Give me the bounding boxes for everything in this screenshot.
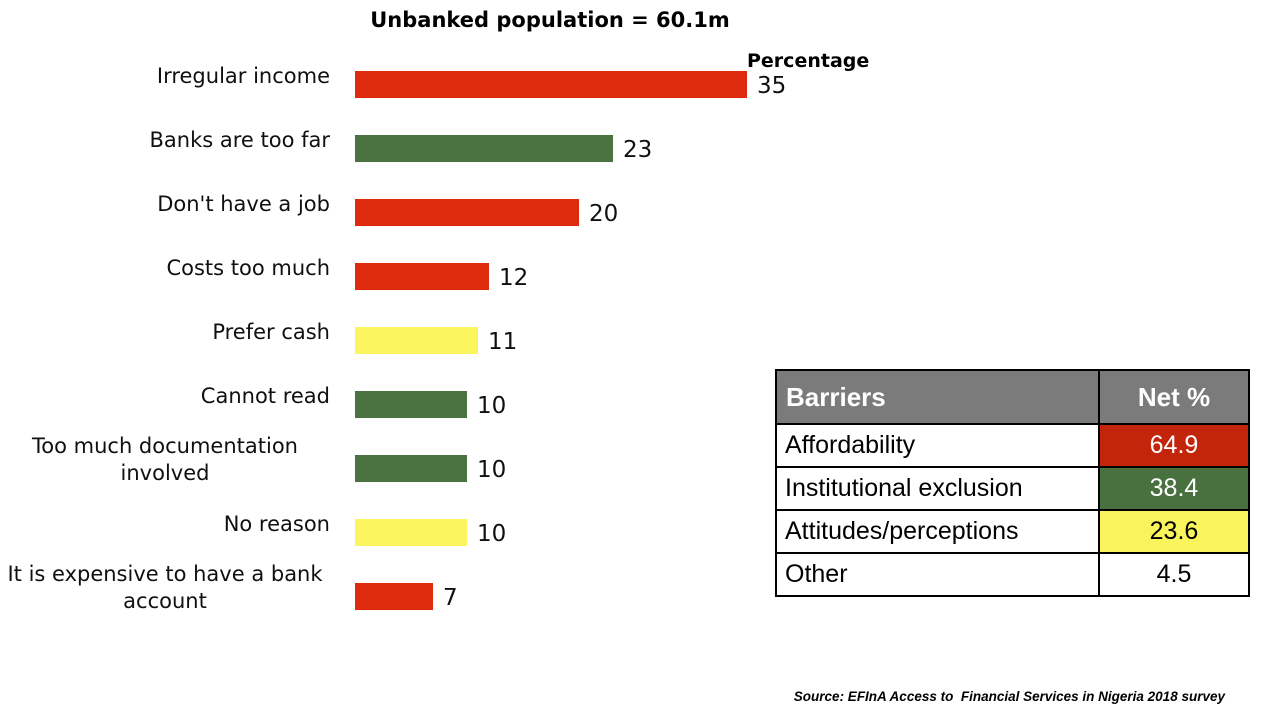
value-label: 23 [623, 137, 653, 163]
category-label: Prefer cash [212, 319, 330, 344]
bar-row: Irregular income 35 [0, 52, 800, 116]
value-label: 10 [477, 393, 507, 419]
bar-row: Don't have a job 20 [0, 180, 800, 244]
value-label: 10 [477, 457, 507, 483]
table-row: Attitudes/perceptions 23.6 [775, 509, 1250, 554]
category-label: Irregular income [156, 63, 330, 88]
barrier-label-cell: Institutional exclusion [775, 466, 1100, 511]
table-row: Affordability 64.9 [775, 423, 1250, 468]
bar [355, 134, 613, 162]
net-percent-cell: 38.4 [1098, 466, 1250, 511]
bar-row: Prefer cash 11 [0, 308, 800, 372]
bar [355, 70, 747, 98]
category-label: It is expensive to have a bank account [7, 562, 323, 613]
barrier-label-cell: Affordability [775, 423, 1100, 468]
barrier-label-cell: Attitudes/perceptions [775, 509, 1100, 554]
bar [355, 518, 467, 546]
bar [355, 390, 467, 418]
value-label: 12 [499, 265, 529, 291]
bar-row: It is expensive to have a bank account 7 [0, 562, 800, 628]
category-label: Banks are too far [149, 127, 331, 152]
bar [355, 198, 579, 226]
chart-title: Unbanked population = 60.1m [370, 8, 730, 32]
category-label: Cannot read [200, 383, 330, 408]
value-label: 11 [488, 329, 518, 355]
bar [355, 262, 489, 290]
value-label: 35 [757, 73, 787, 99]
bar-row: No reason 10 [0, 500, 800, 564]
source-citation: Source: EFInA Access to Financial Servic… [793, 689, 1225, 704]
value-label: 7 [443, 585, 458, 611]
table-header-barriers: Barriers [775, 369, 1100, 425]
category-label: No reason [223, 511, 330, 536]
table-row: Other 4.5 [775, 552, 1250, 597]
category-label: Don't have a job [157, 191, 330, 216]
bar-row: Costs too much 12 [0, 244, 800, 308]
net-percent-cell: 64.9 [1098, 423, 1250, 468]
category-label: Costs too much [166, 255, 330, 280]
net-percent-cell: 4.5 [1098, 552, 1250, 597]
bar [355, 454, 467, 482]
value-label: 10 [477, 521, 507, 547]
bar-chart: Irregular income 35 Banks are too far 23 Don… [0, 52, 800, 628]
bar-row: Cannot read 10 [0, 372, 800, 436]
percentage-axis-label: Percentage [747, 50, 870, 72]
net-percent-cell: 23.6 [1098, 509, 1250, 554]
table-header-row: Barriers Net % [775, 369, 1250, 425]
value-label: 20 [589, 201, 619, 227]
category-label: Too much documentation involved [32, 434, 298, 485]
barrier-label-cell: Other [775, 552, 1100, 597]
table-header-net-percent: Net % [1098, 369, 1250, 425]
table-row: Institutional exclusion 38.4 [775, 466, 1250, 511]
bar-row: Banks are too far 23 [0, 116, 800, 180]
bar-row: Too much documentation involved 10 [0, 434, 800, 500]
bar [355, 326, 478, 354]
barriers-table: Barriers Net % Affordability 64.9 Institut… [775, 369, 1250, 597]
bar [355, 582, 433, 610]
